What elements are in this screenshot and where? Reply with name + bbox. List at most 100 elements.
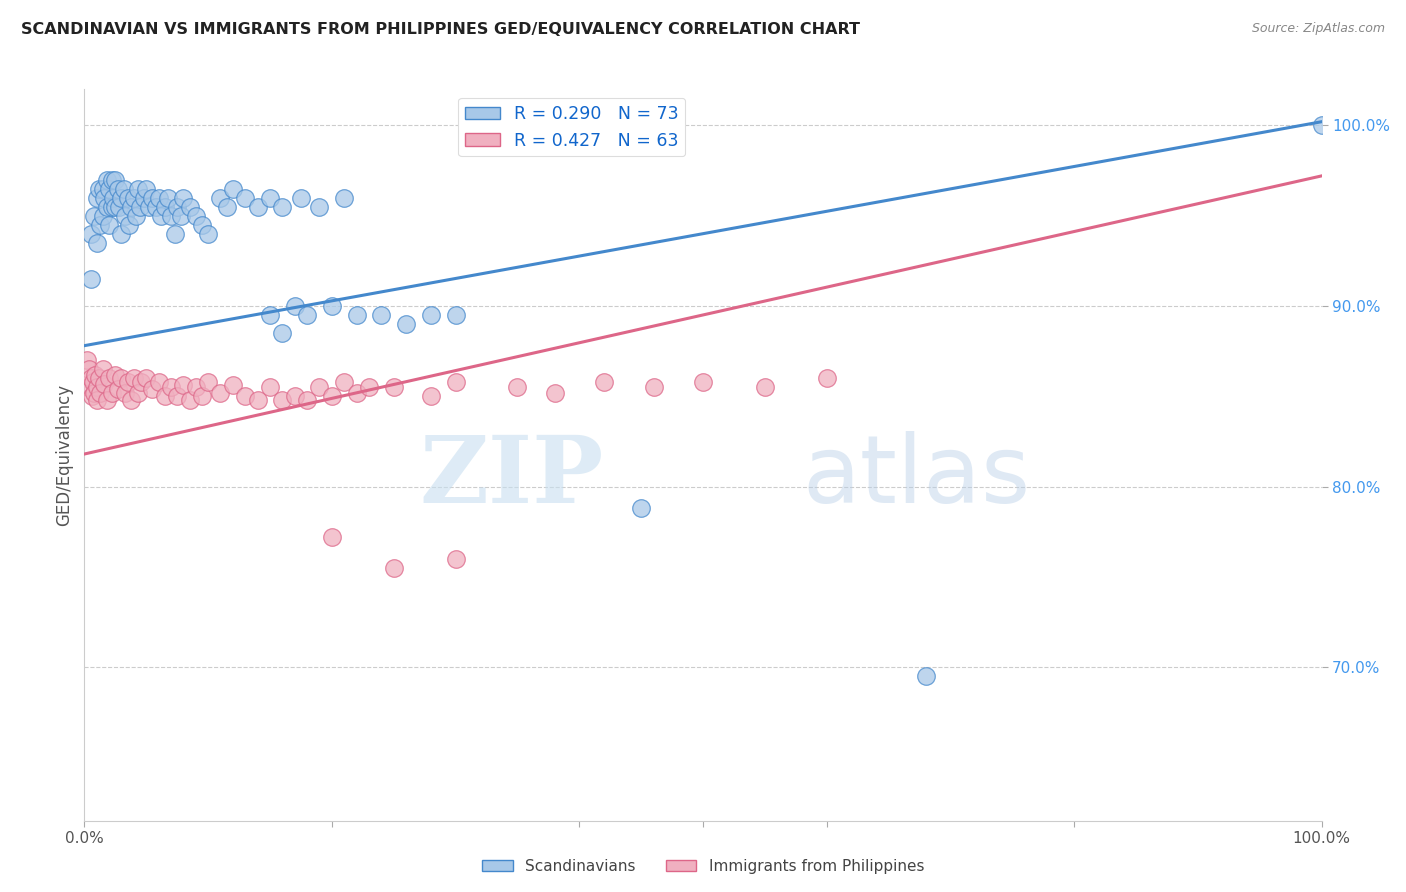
Point xyxy=(89,371,111,385)
Point xyxy=(107,181,129,195)
Point xyxy=(630,501,652,516)
Point xyxy=(346,308,368,322)
Point xyxy=(79,371,101,385)
Point xyxy=(395,317,418,331)
Point xyxy=(246,200,269,214)
Point xyxy=(543,385,565,400)
Point xyxy=(222,378,245,392)
Point xyxy=(172,378,194,392)
Point xyxy=(643,380,665,394)
Point xyxy=(145,200,167,214)
Point xyxy=(160,380,183,394)
Point xyxy=(93,376,115,391)
Point xyxy=(295,308,318,322)
Point xyxy=(166,200,188,214)
Point xyxy=(153,389,176,403)
Point xyxy=(148,375,170,389)
Point xyxy=(112,181,135,195)
Point xyxy=(191,218,214,232)
Point xyxy=(96,200,118,214)
Point xyxy=(321,389,343,403)
Point xyxy=(308,380,330,394)
Point xyxy=(209,385,232,400)
Point xyxy=(215,200,238,214)
Point xyxy=(96,392,118,407)
Point xyxy=(89,385,111,400)
Point xyxy=(107,382,129,396)
Point xyxy=(76,353,98,368)
Point xyxy=(153,200,176,214)
Point xyxy=(290,190,312,204)
Point xyxy=(163,227,186,241)
Point xyxy=(84,368,107,382)
Point xyxy=(125,209,148,223)
Point xyxy=(148,190,170,204)
Point xyxy=(271,326,294,340)
Point xyxy=(79,362,101,376)
Point xyxy=(259,308,281,322)
Point xyxy=(754,380,776,394)
Point xyxy=(86,392,108,407)
Point xyxy=(172,190,194,204)
Point xyxy=(100,385,122,400)
Point xyxy=(132,190,155,204)
Text: atlas: atlas xyxy=(801,431,1031,523)
Point xyxy=(141,382,163,396)
Point xyxy=(83,209,105,223)
Point xyxy=(96,172,118,186)
Point xyxy=(82,375,104,389)
Point xyxy=(117,190,139,204)
Point xyxy=(114,209,136,223)
Point xyxy=(444,375,467,389)
Point xyxy=(93,190,115,204)
Point xyxy=(104,172,127,186)
Point xyxy=(91,362,114,376)
Point xyxy=(333,375,356,389)
Point xyxy=(150,209,173,223)
Point xyxy=(295,392,318,407)
Point xyxy=(80,389,103,403)
Point xyxy=(444,551,467,566)
Point xyxy=(127,181,149,195)
Point xyxy=(382,380,405,394)
Point xyxy=(259,380,281,394)
Point xyxy=(370,308,392,322)
Point xyxy=(184,380,207,394)
Point xyxy=(382,561,405,575)
Point xyxy=(101,190,124,204)
Point xyxy=(815,371,838,385)
Point xyxy=(1310,118,1333,132)
Point xyxy=(138,200,160,214)
Point xyxy=(91,209,114,223)
Point xyxy=(89,181,111,195)
Point xyxy=(89,218,111,232)
Point xyxy=(259,190,281,204)
Point xyxy=(271,200,294,214)
Point xyxy=(104,200,127,214)
Point xyxy=(346,385,368,400)
Legend: Scandinavians, Immigrants from Philippines: Scandinavians, Immigrants from Philippin… xyxy=(475,853,931,880)
Text: Source: ZipAtlas.com: Source: ZipAtlas.com xyxy=(1251,22,1385,36)
Point xyxy=(197,227,219,241)
Point xyxy=(79,227,101,241)
Point xyxy=(444,308,467,322)
Point xyxy=(108,200,131,214)
Point xyxy=(184,209,207,223)
Point xyxy=(86,190,108,204)
Point xyxy=(141,190,163,204)
Point xyxy=(166,389,188,403)
Point xyxy=(135,181,157,195)
Point xyxy=(308,200,330,214)
Point xyxy=(100,200,122,214)
Point xyxy=(110,227,132,241)
Point xyxy=(197,375,219,389)
Point xyxy=(77,380,100,394)
Point xyxy=(118,218,141,232)
Point xyxy=(110,190,132,204)
Point xyxy=(129,375,152,389)
Text: ZIP: ZIP xyxy=(420,432,605,522)
Point xyxy=(179,392,201,407)
Point xyxy=(157,190,180,204)
Point xyxy=(100,172,122,186)
Point xyxy=(914,669,936,683)
